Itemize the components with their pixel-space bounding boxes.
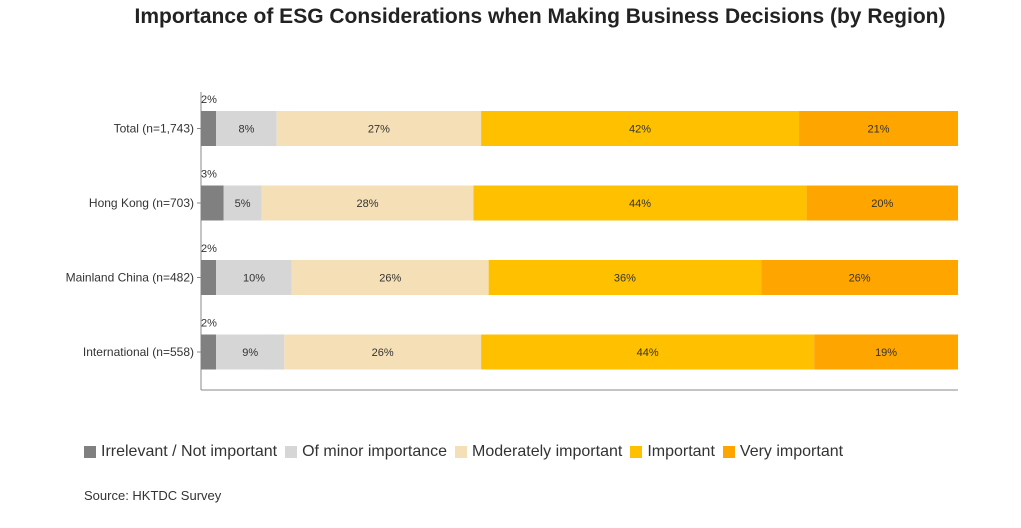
source-note: Source: HKTDC Survey: [84, 488, 222, 503]
data-label: 44%: [629, 198, 651, 210]
bar-segment: [799, 111, 958, 146]
legend-label: Of minor importance: [302, 443, 448, 460]
bar-segment: [216, 111, 277, 146]
category-label: Mainland China (n=482): [66, 271, 194, 285]
data-label: 44%: [637, 347, 659, 359]
bar-segment: [291, 260, 489, 295]
bar-segment: [201, 334, 217, 370]
legend-swatch: [285, 446, 298, 458]
category-label: Hong Kong (n=703): [89, 196, 194, 210]
data-label: 27%: [368, 124, 390, 136]
data-label: 9%: [242, 347, 258, 359]
bar-segment: [201, 111, 217, 146]
bar-segment: [481, 111, 800, 146]
legend-label: Important: [647, 443, 715, 460]
legend-swatch: [722, 446, 735, 458]
legend-label: Moderately important: [472, 443, 623, 460]
chart-legend: Irrelevant / Not important Of minor impor…: [84, 443, 851, 461]
data-label: 2%: [201, 318, 217, 330]
data-label: 42%: [629, 124, 651, 136]
data-label: 20%: [871, 198, 893, 210]
data-label: 26%: [849, 273, 871, 285]
bar-segment: [201, 260, 217, 295]
category-label: Total (n=1,743): [114, 122, 194, 136]
data-label: 3%: [201, 169, 217, 181]
data-label: 10%: [243, 273, 265, 285]
legend-item: Important: [630, 443, 715, 461]
legend-item: Very important: [722, 443, 844, 461]
data-label: 2%: [201, 243, 217, 255]
bar-segment: [276, 111, 482, 146]
bar-segment: [481, 334, 815, 370]
data-label: 28%: [357, 198, 379, 210]
bar-segment: [223, 185, 262, 221]
data-label: 5%: [235, 198, 251, 210]
legend-label: Irrelevant / Not important: [101, 443, 278, 460]
legend-swatch: [84, 446, 96, 458]
bar-segment: [806, 185, 958, 221]
data-label: 26%: [379, 273, 401, 285]
bar-segment: [261, 185, 474, 221]
legend-swatch: [455, 446, 468, 458]
bar-segment: [488, 260, 762, 295]
stacked-bar-chart: Total (n=1,743) 2% 8% 27% 42% 21% Hong Kong (n…: [66, 92, 958, 391]
data-label: 2%: [201, 94, 217, 106]
bar-segment: [216, 334, 285, 370]
category-label: International (n=558): [83, 345, 194, 359]
data-label: 21%: [867, 124, 889, 136]
bar-segment: [216, 260, 292, 295]
legend-item: Of minor importance: [285, 443, 447, 461]
bar-segment: [201, 185, 224, 221]
legend-label: Very important: [739, 443, 844, 460]
data-label: 26%: [372, 347, 394, 359]
bar-segment: [473, 185, 807, 221]
bar-segment: [814, 334, 958, 370]
data-label: 8%: [238, 124, 254, 136]
chart-title: Importance of ESG Considerations when Ma…: [134, 5, 946, 28]
bar-segment: [761, 260, 958, 295]
legend-item: Moderately important: [455, 443, 622, 461]
data-label: 19%: [875, 347, 897, 359]
legend-item: Irrelevant / Not important: [84, 443, 277, 461]
legend-swatch: [630, 446, 643, 458]
data-label: 36%: [614, 273, 636, 285]
bar-segment: [284, 334, 482, 370]
